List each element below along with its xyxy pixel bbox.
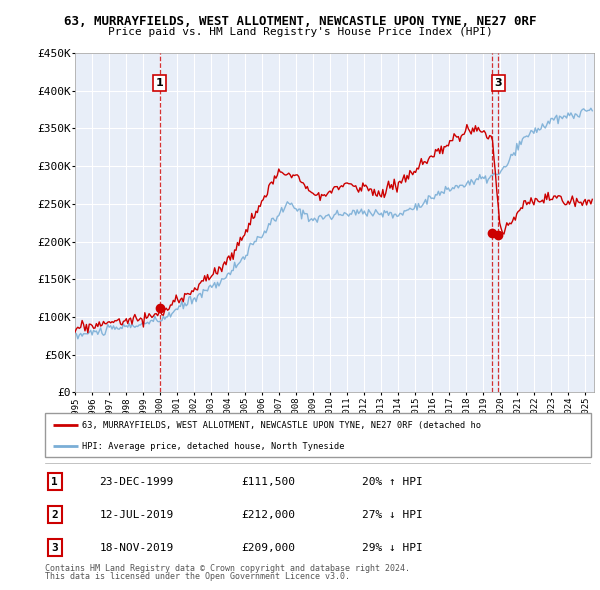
Text: 1: 1 (52, 477, 58, 487)
Text: This data is licensed under the Open Government Licence v3.0.: This data is licensed under the Open Gov… (45, 572, 350, 581)
Text: 3: 3 (52, 543, 58, 553)
Text: 3: 3 (494, 78, 502, 88)
Text: HPI: Average price, detached house, North Tyneside: HPI: Average price, detached house, Nort… (82, 442, 344, 451)
Text: £209,000: £209,000 (242, 543, 296, 553)
Text: £212,000: £212,000 (242, 510, 296, 520)
Text: 2: 2 (52, 510, 58, 520)
Text: 18-NOV-2019: 18-NOV-2019 (100, 543, 174, 553)
Text: 63, MURRAYFIELDS, WEST ALLOTMENT, NEWCASTLE UPON TYNE, NE27 0RF: 63, MURRAYFIELDS, WEST ALLOTMENT, NEWCAS… (64, 15, 536, 28)
Text: Price paid vs. HM Land Registry's House Price Index (HPI): Price paid vs. HM Land Registry's House … (107, 27, 493, 37)
Text: Contains HM Land Registry data © Crown copyright and database right 2024.: Contains HM Land Registry data © Crown c… (45, 563, 410, 572)
Text: 29% ↓ HPI: 29% ↓ HPI (362, 543, 422, 553)
Text: 20% ↑ HPI: 20% ↑ HPI (362, 477, 422, 487)
Text: 12-JUL-2019: 12-JUL-2019 (100, 510, 174, 520)
Text: 63, MURRAYFIELDS, WEST ALLOTMENT, NEWCASTLE UPON TYNE, NE27 0RF (detached ho: 63, MURRAYFIELDS, WEST ALLOTMENT, NEWCAS… (82, 421, 481, 430)
Text: 23-DEC-1999: 23-DEC-1999 (100, 477, 174, 487)
Text: £111,500: £111,500 (242, 477, 296, 487)
Text: 27% ↓ HPI: 27% ↓ HPI (362, 510, 422, 520)
Text: 1: 1 (155, 78, 163, 88)
